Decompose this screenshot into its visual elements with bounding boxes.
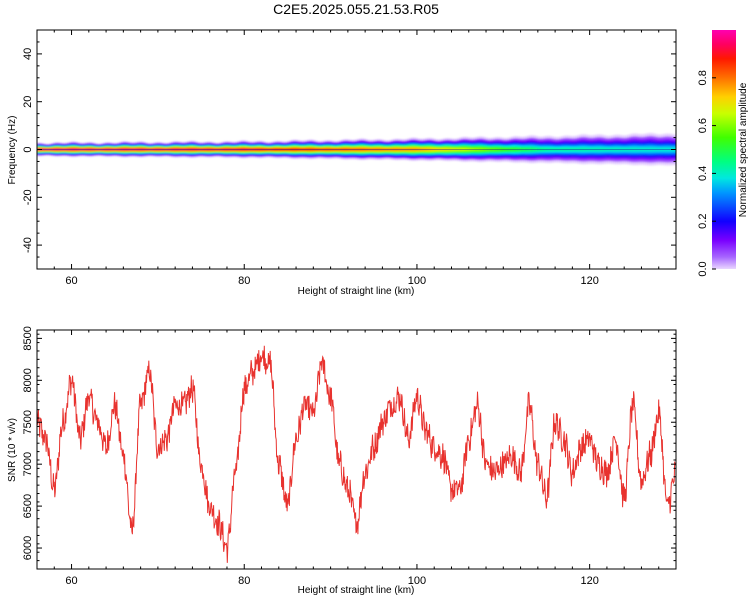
spectrogram-panel: 60 80 100 120 -40 -20 0 20 40 Height of straigh…: [7, 29, 677, 297]
snr-y-label: SNR (10 * v/v): [7, 418, 18, 482]
spectrogram-heatmap: [37, 132, 676, 166]
colorbar-tick-label: 0.4: [697, 166, 709, 181]
colorbar-tick-label: 0.8: [697, 70, 709, 85]
colorbar-label: Normalized spectral amplitude: [738, 82, 749, 217]
y-tick-label: 7000: [22, 452, 34, 476]
spectrogram-y-label: Frequency (Hz): [7, 116, 18, 185]
snr-frame: [36, 329, 677, 570]
spectrogram-x-ticks: 60 80 100 120: [36, 30, 677, 287]
y-tick-label: -40: [22, 237, 34, 253]
x-tick-label: 120: [580, 575, 598, 587]
x-tick-label: 60: [65, 575, 77, 587]
y-tick-label: 0: [22, 146, 34, 152]
y-tick-label: 8500: [22, 326, 34, 350]
x-tick-label: 100: [408, 575, 426, 587]
y-tick-label: 7500: [22, 410, 34, 434]
colorbar-ticks: 0.0 0.2 0.4 0.6 0.8: [697, 70, 716, 277]
snr-panel: 60 80 100 120 6000 6500 7000 7500 8000 8500 Heig…: [7, 326, 677, 596]
y-tick-label: -20: [22, 189, 34, 205]
snr-x-label: Height of straight line (km): [298, 585, 415, 596]
colorbar-tick-label: 0.6: [697, 118, 709, 133]
x-tick-label: 60: [65, 275, 77, 287]
y-tick-label: 8000: [22, 368, 34, 392]
colorbar-tick-label: 0.0: [697, 261, 709, 276]
spectrogram-y-ticks: -40 -20 0 20 40: [22, 29, 676, 270]
y-tick-label: 40: [22, 48, 34, 60]
x-tick-label: 120: [580, 275, 598, 287]
y-tick-label: 6000: [22, 536, 34, 560]
x-tick-label: 100: [408, 275, 426, 287]
x-tick-label: 80: [238, 275, 250, 287]
y-tick-label: 6500: [22, 494, 34, 518]
snr-x-ticks: 60 80 100 120: [36, 330, 677, 587]
colorbar: 0.0 0.2 0.4 0.6 0.8 Normalized spectral ampl…: [697, 30, 749, 277]
colorbar-tick-label: 0.2: [697, 214, 709, 229]
figure-title: C2E5.2025.055.21.53.R05: [273, 1, 439, 17]
spectrogram-x-label: Height of straight line (km): [298, 286, 415, 297]
snr-y-ticks: 6000 6500 7000 7500 8000 8500: [22, 326, 676, 570]
x-tick-label: 80: [238, 575, 250, 587]
snr-series-line: [37, 345, 676, 563]
colorbar-gradient: [712, 30, 736, 269]
y-tick-label: 20: [22, 96, 34, 108]
